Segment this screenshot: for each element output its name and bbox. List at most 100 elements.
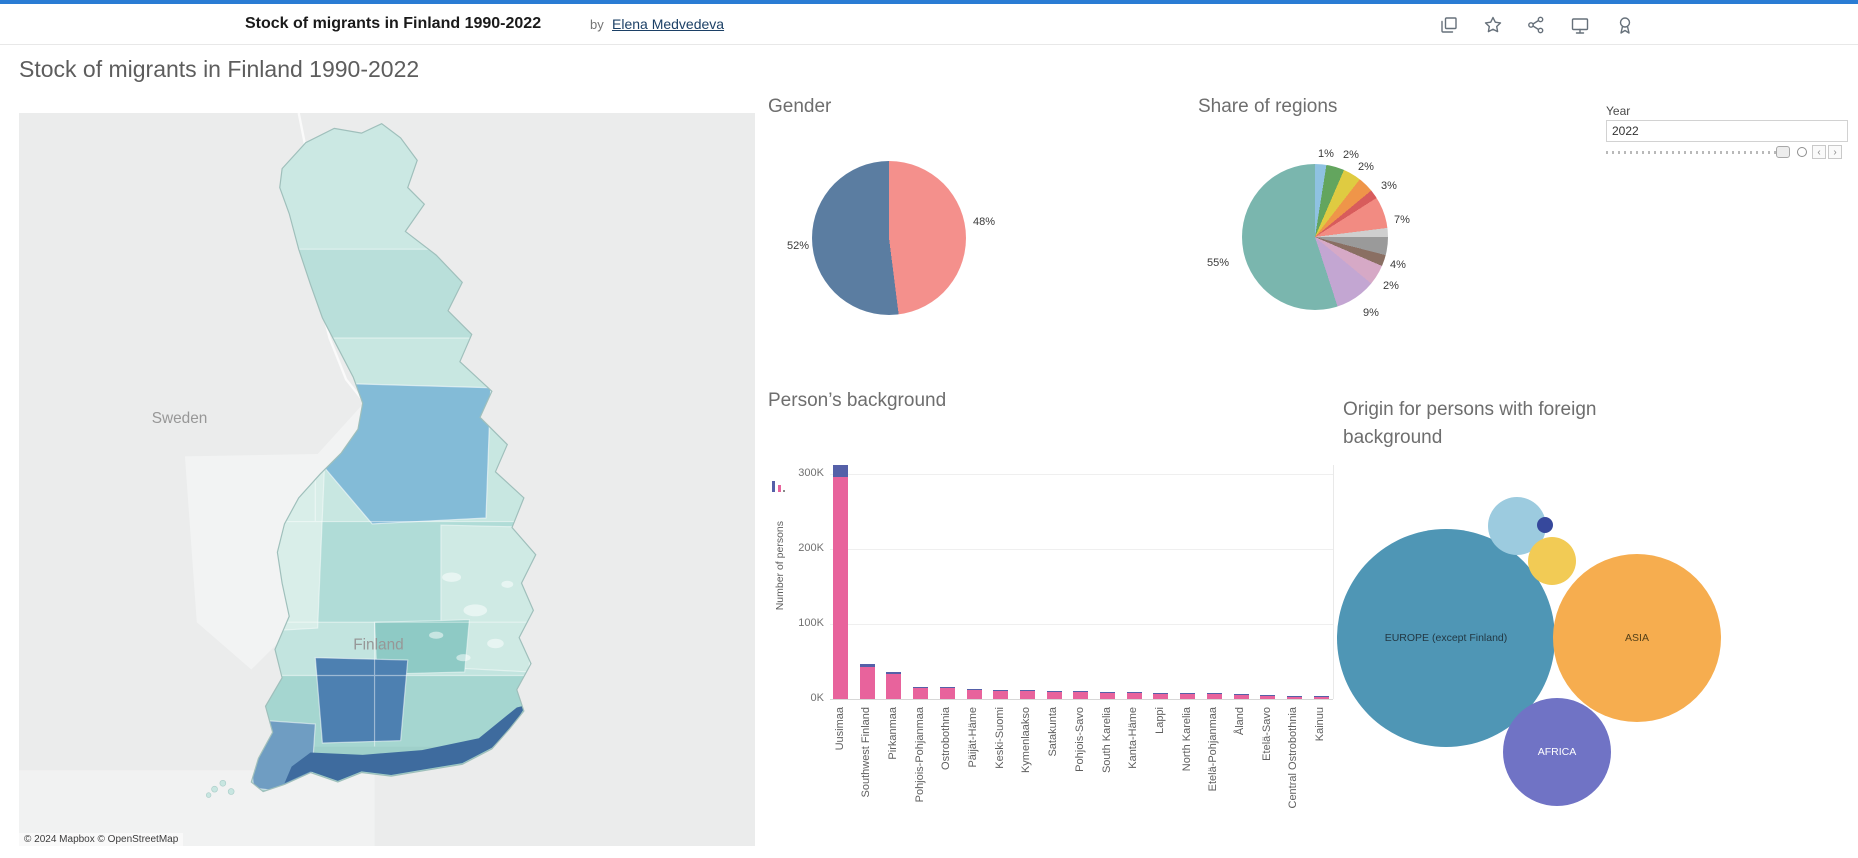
x-axis-category-label: Keski-Suomi: [993, 707, 1006, 769]
mini-legend-icon: [770, 481, 786, 497]
duplicate-icon[interactable]: [1439, 15, 1459, 35]
x-axis-category-label: Ostrobothnia: [940, 707, 953, 770]
y-axis-tick-label: 0K: [810, 692, 824, 704]
x-axis-category-label: Etelä-Savo: [1260, 707, 1273, 761]
x-axis-category-label: Åland: [1234, 707, 1246, 736]
x-axis-category-label: Satakunta: [1047, 707, 1060, 757]
bubble-label: ASIA: [1625, 632, 1649, 644]
header-bar: Stock of migrants in Finland 1990-2022 b…: [0, 0, 1858, 45]
x-axis-category-label: Pohjois-Pohjanmaa: [913, 707, 926, 803]
stacked-bar[interactable]: [833, 464, 848, 699]
year-slider-handle[interactable]: [1776, 146, 1790, 158]
x-axis-category-label: Pirkanmaa: [886, 707, 899, 760]
pie-slice-label: 52%: [786, 240, 810, 252]
stacked-bar[interactable]: [1126, 691, 1142, 699]
gender-pie-chart: 48% 52%: [740, 140, 1040, 350]
year-input[interactable]: [1606, 120, 1848, 142]
x-axis-category-label: Etelä-Pohjanmaa: [1207, 707, 1220, 792]
y-axis-tick-label: 300K: [798, 466, 824, 479]
stacked-bar[interactable]: [1019, 690, 1035, 699]
x-axis-category-label: South Karelia: [1100, 707, 1113, 774]
gender-chart-title: Gender: [768, 96, 832, 117]
bubble-label: AFRICA: [1537, 746, 1577, 758]
bubble[interactable]: AFRICA: [1503, 698, 1611, 806]
plot-border: [1333, 465, 1334, 699]
viz-title: Stock of migrants in Finland 1990-2022: [245, 15, 542, 32]
map-panel[interactable]: Sweden Finland © 2024 Mapbox © OpenStree…: [19, 113, 755, 846]
stacked-bar[interactable]: [859, 664, 875, 699]
by-label: by: [590, 17, 604, 32]
bubble[interactable]: [1537, 517, 1553, 533]
x-axis-category-label: Kainuu: [1314, 707, 1327, 742]
stacked-bar[interactable]: [1073, 691, 1089, 699]
pie-slice-label: 1%: [1318, 148, 1334, 160]
gridline: [830, 623, 1333, 625]
pie-slice-label: 3%: [1381, 180, 1397, 192]
pie-slice-label: 2%: [1358, 161, 1374, 173]
persons-background-chart: Number of persons 0K 100K 200K 300K Uusimaa S…: [770, 455, 1345, 855]
stacked-bar[interactable]: [1233, 694, 1249, 699]
page-title: Stock of migrants in Finland 1990-2022: [19, 56, 420, 82]
author-link[interactable]: Elena Medvedeva: [612, 16, 725, 32]
stacked-bar[interactable]: [1046, 691, 1062, 699]
stacked-bar[interactable]: [939, 687, 955, 699]
pie-slice-label: 2%: [1343, 149, 1359, 161]
origin-bubble-chart: EUROPE (except Finland) ASIA AFRICA: [1330, 430, 1858, 840]
share-icon[interactable]: [1526, 15, 1546, 35]
gender-pie[interactable]: [812, 161, 966, 315]
stacked-bar[interactable]: [886, 671, 902, 699]
badge-icon[interactable]: [1615, 15, 1635, 35]
background-chart-title: Person’s background: [768, 390, 947, 411]
year-forward-button[interactable]: ›: [1828, 145, 1842, 159]
bubble[interactable]: EUROPE (except Finland): [1337, 529, 1555, 747]
lakes: [429, 572, 514, 662]
year-slider[interactable]: [1606, 151, 1784, 154]
bubble[interactable]: [1528, 537, 1576, 585]
regions-pie-chart: 1% 2% 2% 3% 7% 4% 2% 9% 55%: [1180, 120, 1480, 355]
pie-slice-label: 55%: [1206, 257, 1230, 269]
monitor-icon[interactable]: [1570, 15, 1590, 35]
gridline: [830, 473, 1333, 475]
regions-pie[interactable]: [1242, 164, 1388, 310]
x-axis-category-label: Päijät-Häme: [967, 707, 979, 768]
x-axis-category-label: Kymenlaakso: [1020, 707, 1033, 774]
x-axis-category-label: Central Ostrobothnia: [1287, 707, 1300, 809]
bubble[interactable]: ASIA: [1553, 554, 1721, 722]
aland-islands[interactable]: [205, 779, 235, 798]
stacked-bar[interactable]: [966, 688, 982, 699]
stacked-bar[interactable]: [1286, 695, 1302, 699]
y-axis-tick-label: 100K: [798, 616, 824, 629]
x-axis-category-label: Pohjois-Savo: [1073, 707, 1086, 772]
stacked-bar[interactable]: [1313, 695, 1329, 699]
stacked-bar[interactable]: [1206, 693, 1222, 699]
stacked-bar[interactable]: [1260, 694, 1276, 699]
stacked-bar[interactable]: [1153, 692, 1169, 699]
pie-slice-label: 9%: [1363, 307, 1379, 319]
pie-slice-label: 4%: [1390, 259, 1406, 271]
slider-dot-icon[interactable]: [1797, 147, 1807, 157]
stacked-bar[interactable]: [1180, 693, 1196, 699]
star-icon[interactable]: [1483, 15, 1503, 35]
x-axis-category-label: North Karelia: [1180, 707, 1193, 772]
bubble-label: EUROPE (except Finland): [1384, 632, 1508, 644]
origin-chart-title: Origin for persons with foreign backgrou…: [1343, 399, 1597, 448]
pie-slice-label: 2%: [1383, 280, 1399, 292]
stacked-bar[interactable]: [1100, 691, 1115, 699]
pie-slice-label: 48%: [972, 216, 996, 228]
pie-slice-label: 7%: [1394, 214, 1410, 226]
gridline: [830, 548, 1333, 550]
y-axis-title: Number of persons: [774, 521, 786, 611]
y-axis-tick-label: 200K: [798, 541, 824, 554]
year-back-button[interactable]: ‹: [1812, 145, 1826, 159]
stacked-bar[interactable]: [993, 689, 1009, 699]
gridline: [830, 699, 1333, 700]
sweden-label: Sweden: [152, 410, 208, 427]
year-control-label: Year: [1606, 104, 1631, 118]
x-axis-category-label: Lappi: [1153, 707, 1166, 734]
map-attribution: © 2024 Mapbox © OpenStreetMap: [19, 833, 184, 846]
finland-map[interactable]: Sweden Finland: [19, 113, 755, 846]
finland-outline: [250, 122, 537, 793]
stacked-bar[interactable]: [913, 686, 929, 699]
regions-chart-title: Share of regions: [1198, 96, 1338, 117]
